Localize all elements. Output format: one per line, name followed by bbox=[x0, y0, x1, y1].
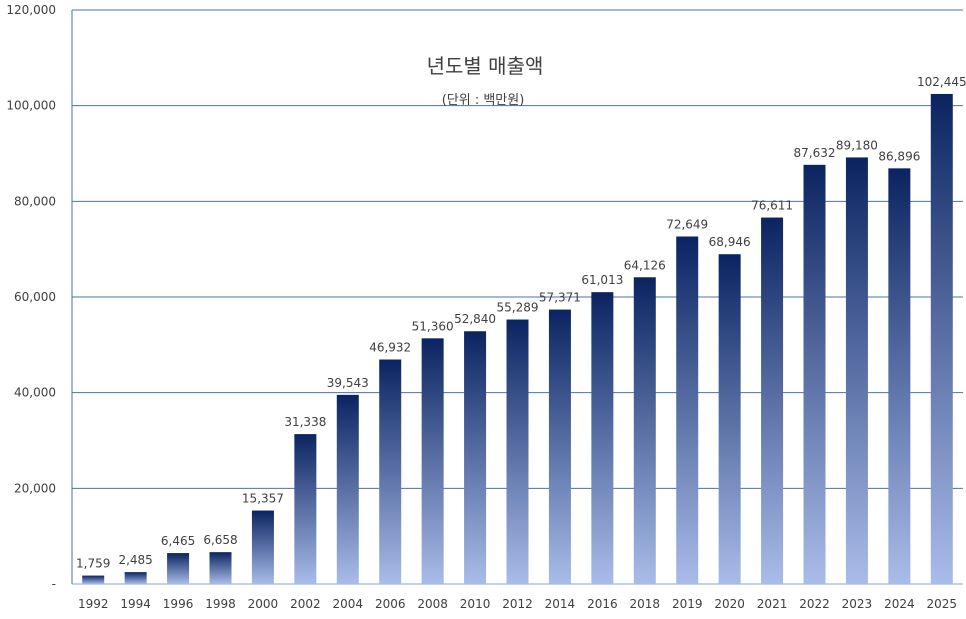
y-tick-label: 120,000 bbox=[6, 3, 56, 17]
bar bbox=[888, 168, 911, 584]
data-label: 51,360 bbox=[412, 319, 454, 333]
bar bbox=[633, 277, 656, 584]
y-tick-label: - bbox=[52, 577, 56, 591]
data-label: 1,759 bbox=[76, 557, 110, 571]
x-tick-label: 2006 bbox=[375, 597, 406, 611]
x-tick-label: 2022 bbox=[799, 597, 830, 611]
bar bbox=[167, 553, 190, 584]
data-label: 87,632 bbox=[794, 146, 836, 160]
data-label: 55,289 bbox=[497, 301, 539, 315]
bar bbox=[379, 359, 402, 584]
x-tick-label: 2012 bbox=[502, 597, 533, 611]
bar bbox=[336, 394, 359, 584]
x-tick-label: 2000 bbox=[248, 597, 279, 611]
data-label: 76,611 bbox=[751, 199, 793, 213]
x-tick-label: 2018 bbox=[630, 597, 661, 611]
data-label: 6,658 bbox=[203, 533, 237, 547]
bar bbox=[591, 292, 614, 584]
bar bbox=[803, 164, 826, 584]
data-label: 52,840 bbox=[454, 312, 496, 326]
data-label: 57,371 bbox=[539, 291, 581, 305]
data-label: 102,445 bbox=[917, 75, 966, 89]
x-tick-label: 2008 bbox=[417, 597, 448, 611]
bar bbox=[251, 510, 274, 584]
y-tick-label: 40,000 bbox=[14, 386, 56, 400]
y-tick-label: 80,000 bbox=[14, 194, 56, 208]
x-tick-label: 2010 bbox=[460, 597, 491, 611]
x-tick-label: 2019 bbox=[672, 597, 703, 611]
data-label: 89,180 bbox=[836, 138, 878, 152]
x-tick-label: 2016 bbox=[587, 597, 618, 611]
x-tick-label: 2014 bbox=[545, 597, 576, 611]
bar bbox=[548, 309, 571, 584]
data-label: 72,649 bbox=[666, 217, 708, 231]
chart-title: 년도별 매출액 bbox=[427, 54, 544, 78]
x-tick-label: 2021 bbox=[757, 597, 788, 611]
bar bbox=[718, 254, 741, 584]
data-label: 61,013 bbox=[581, 273, 623, 287]
bar bbox=[421, 338, 444, 584]
bar bbox=[506, 319, 529, 584]
bar bbox=[124, 572, 147, 584]
bar bbox=[676, 236, 699, 585]
x-tick-label: 2002 bbox=[290, 597, 321, 611]
x-tick-label: 1992 bbox=[78, 597, 109, 611]
bar bbox=[82, 575, 105, 584]
data-label: 31,338 bbox=[284, 415, 326, 429]
bar bbox=[464, 331, 487, 584]
data-label: 6,465 bbox=[161, 534, 195, 548]
x-tick-label: 2024 bbox=[884, 597, 915, 611]
data-label: 2,485 bbox=[118, 553, 152, 567]
y-tick-label: 100,000 bbox=[6, 99, 56, 113]
x-tick-label: 1994 bbox=[120, 597, 151, 611]
x-tick-label: 1996 bbox=[163, 597, 194, 611]
data-label: 68,946 bbox=[709, 235, 751, 249]
data-label: 86,896 bbox=[878, 149, 920, 163]
chart-subtitle: (단위 : 백만원) bbox=[442, 93, 525, 108]
bar bbox=[845, 157, 868, 584]
data-label: 64,126 bbox=[624, 258, 666, 272]
x-tick-label: 2025 bbox=[927, 597, 958, 611]
data-label: 39,543 bbox=[327, 376, 369, 390]
data-label: 15,357 bbox=[242, 492, 284, 506]
bar bbox=[761, 217, 784, 584]
y-tick-label: 60,000 bbox=[14, 290, 56, 304]
data-label: 46,932 bbox=[369, 341, 411, 355]
x-tick-label: 2020 bbox=[714, 597, 745, 611]
bar bbox=[294, 434, 317, 584]
y-tick-label: 20,000 bbox=[14, 481, 56, 495]
bar bbox=[209, 552, 232, 584]
x-tick-label: 1998 bbox=[205, 597, 236, 611]
x-tick-label: 2004 bbox=[333, 597, 364, 611]
bar bbox=[930, 93, 953, 584]
x-tick-label: 2023 bbox=[842, 597, 873, 611]
